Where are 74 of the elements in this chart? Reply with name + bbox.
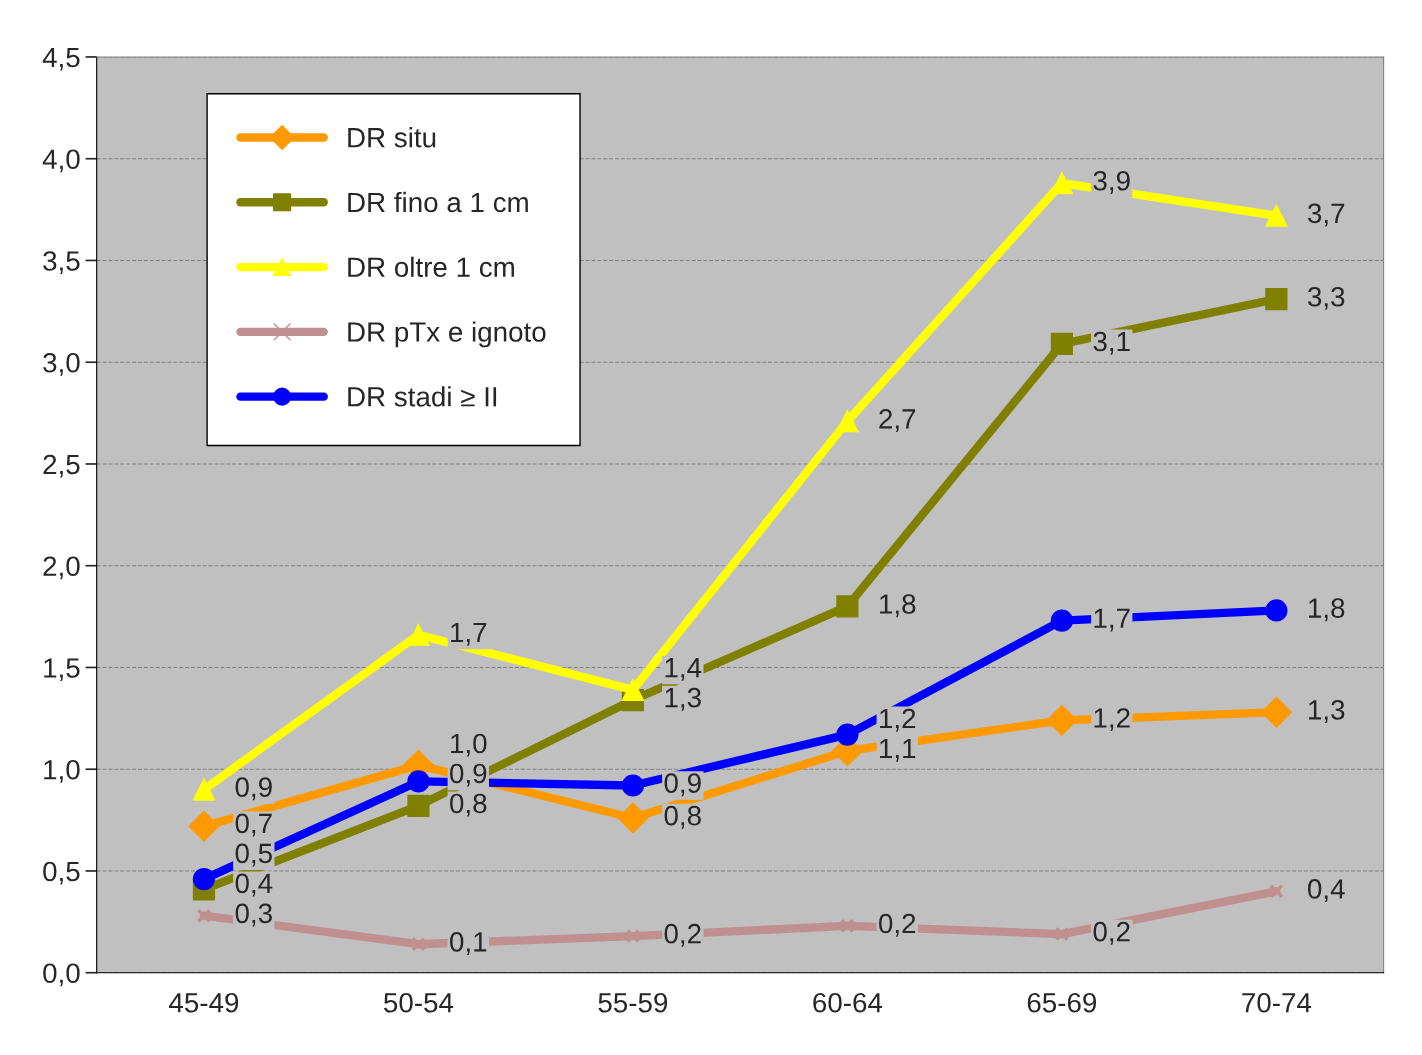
y-tick-label: 2,5 [43,454,80,478]
legend-label: DR stadi ≥ II [348,386,497,407]
x-tick-label: 55-59 [598,992,668,1013]
data-label: 0,9 [664,773,701,797]
data-label: 0,9 [235,777,272,801]
data-label: 0,8 [664,805,701,829]
point [192,867,216,891]
data-label: 0,4 [1308,879,1345,903]
data-label: 3,1 [1093,331,1130,355]
point [407,770,430,793]
point [621,678,645,701]
point [407,623,430,647]
y-tick-label: 0,0 [43,963,80,987]
point [836,595,859,618]
x-tick-label: 60-64 [813,992,883,1013]
data-label: 1,3 [1309,700,1345,723]
point [625,928,641,944]
data-label: 0,8 [450,793,487,817]
data-label: 0,3 [235,903,272,927]
y-tick-label: 1,0 [44,759,80,783]
point [836,410,859,433]
x-tick-label: 70-74 [1242,992,1312,1013]
data-label: 0,9 [450,763,487,787]
point [1050,332,1073,356]
data-label: 1,8 [880,594,916,618]
legend-label: DR fino a 1 cm [348,191,528,213]
data-label: 1,2 [1094,708,1130,732]
point [621,774,645,797]
data-label: 1,2 [880,708,916,732]
data-label: 2,7 [879,409,916,432]
point [1265,599,1288,622]
data-label: 1,8 [1309,598,1345,622]
legend-label: DR oltre 1 cm [348,256,514,278]
data-label: 3,3 [1307,286,1345,310]
point [407,794,430,817]
y-tick-label: 3,5 [43,251,80,275]
point [1054,926,1070,942]
data-label: 1,7 [1094,608,1130,632]
data-label: 3,7 [1307,203,1345,227]
y-tick-label: 4,0 [42,149,80,173]
data-label: 1,4 [665,658,702,681]
point [192,778,216,801]
point [617,802,649,834]
point [196,908,212,924]
point [1265,204,1288,227]
data-label: 0,2 [879,913,916,937]
data-label: 1,0 [451,733,487,757]
data-label: 1,3 [665,687,701,711]
point [1269,884,1284,899]
point [1265,288,1288,311]
data-label: 0,2 [664,923,701,947]
data-label: 0,1 [450,932,487,955]
legend-label: DR situ [348,127,436,148]
legend-label: DR pTx e ignoto [348,321,546,348]
data-label: 0,2 [1093,921,1130,945]
data-label: 3,9 [1093,170,1130,194]
x-tick-label: 45-49 [169,992,239,1013]
point [411,936,426,952]
data-label: 0,7 [235,813,272,837]
y-tick-label: 2,0 [43,556,80,580]
point [836,723,859,746]
data-label: 1,7 [451,622,487,646]
x-tick-label: 65-69 [1027,992,1097,1013]
y-tick-label: 1,5 [44,658,80,682]
y-tick-label: 3,0 [43,352,80,376]
data-label: 1,1 [880,738,916,762]
point [1050,609,1073,632]
point [188,810,220,842]
y-tick-label: 0,5 [43,861,80,885]
point [840,918,855,934]
x-tick-label: 50-54 [384,992,454,1013]
data-label: 0,5 [235,843,272,867]
data-label: 0,4 [235,873,273,897]
y-tick-label: 4,5 [42,47,80,71]
